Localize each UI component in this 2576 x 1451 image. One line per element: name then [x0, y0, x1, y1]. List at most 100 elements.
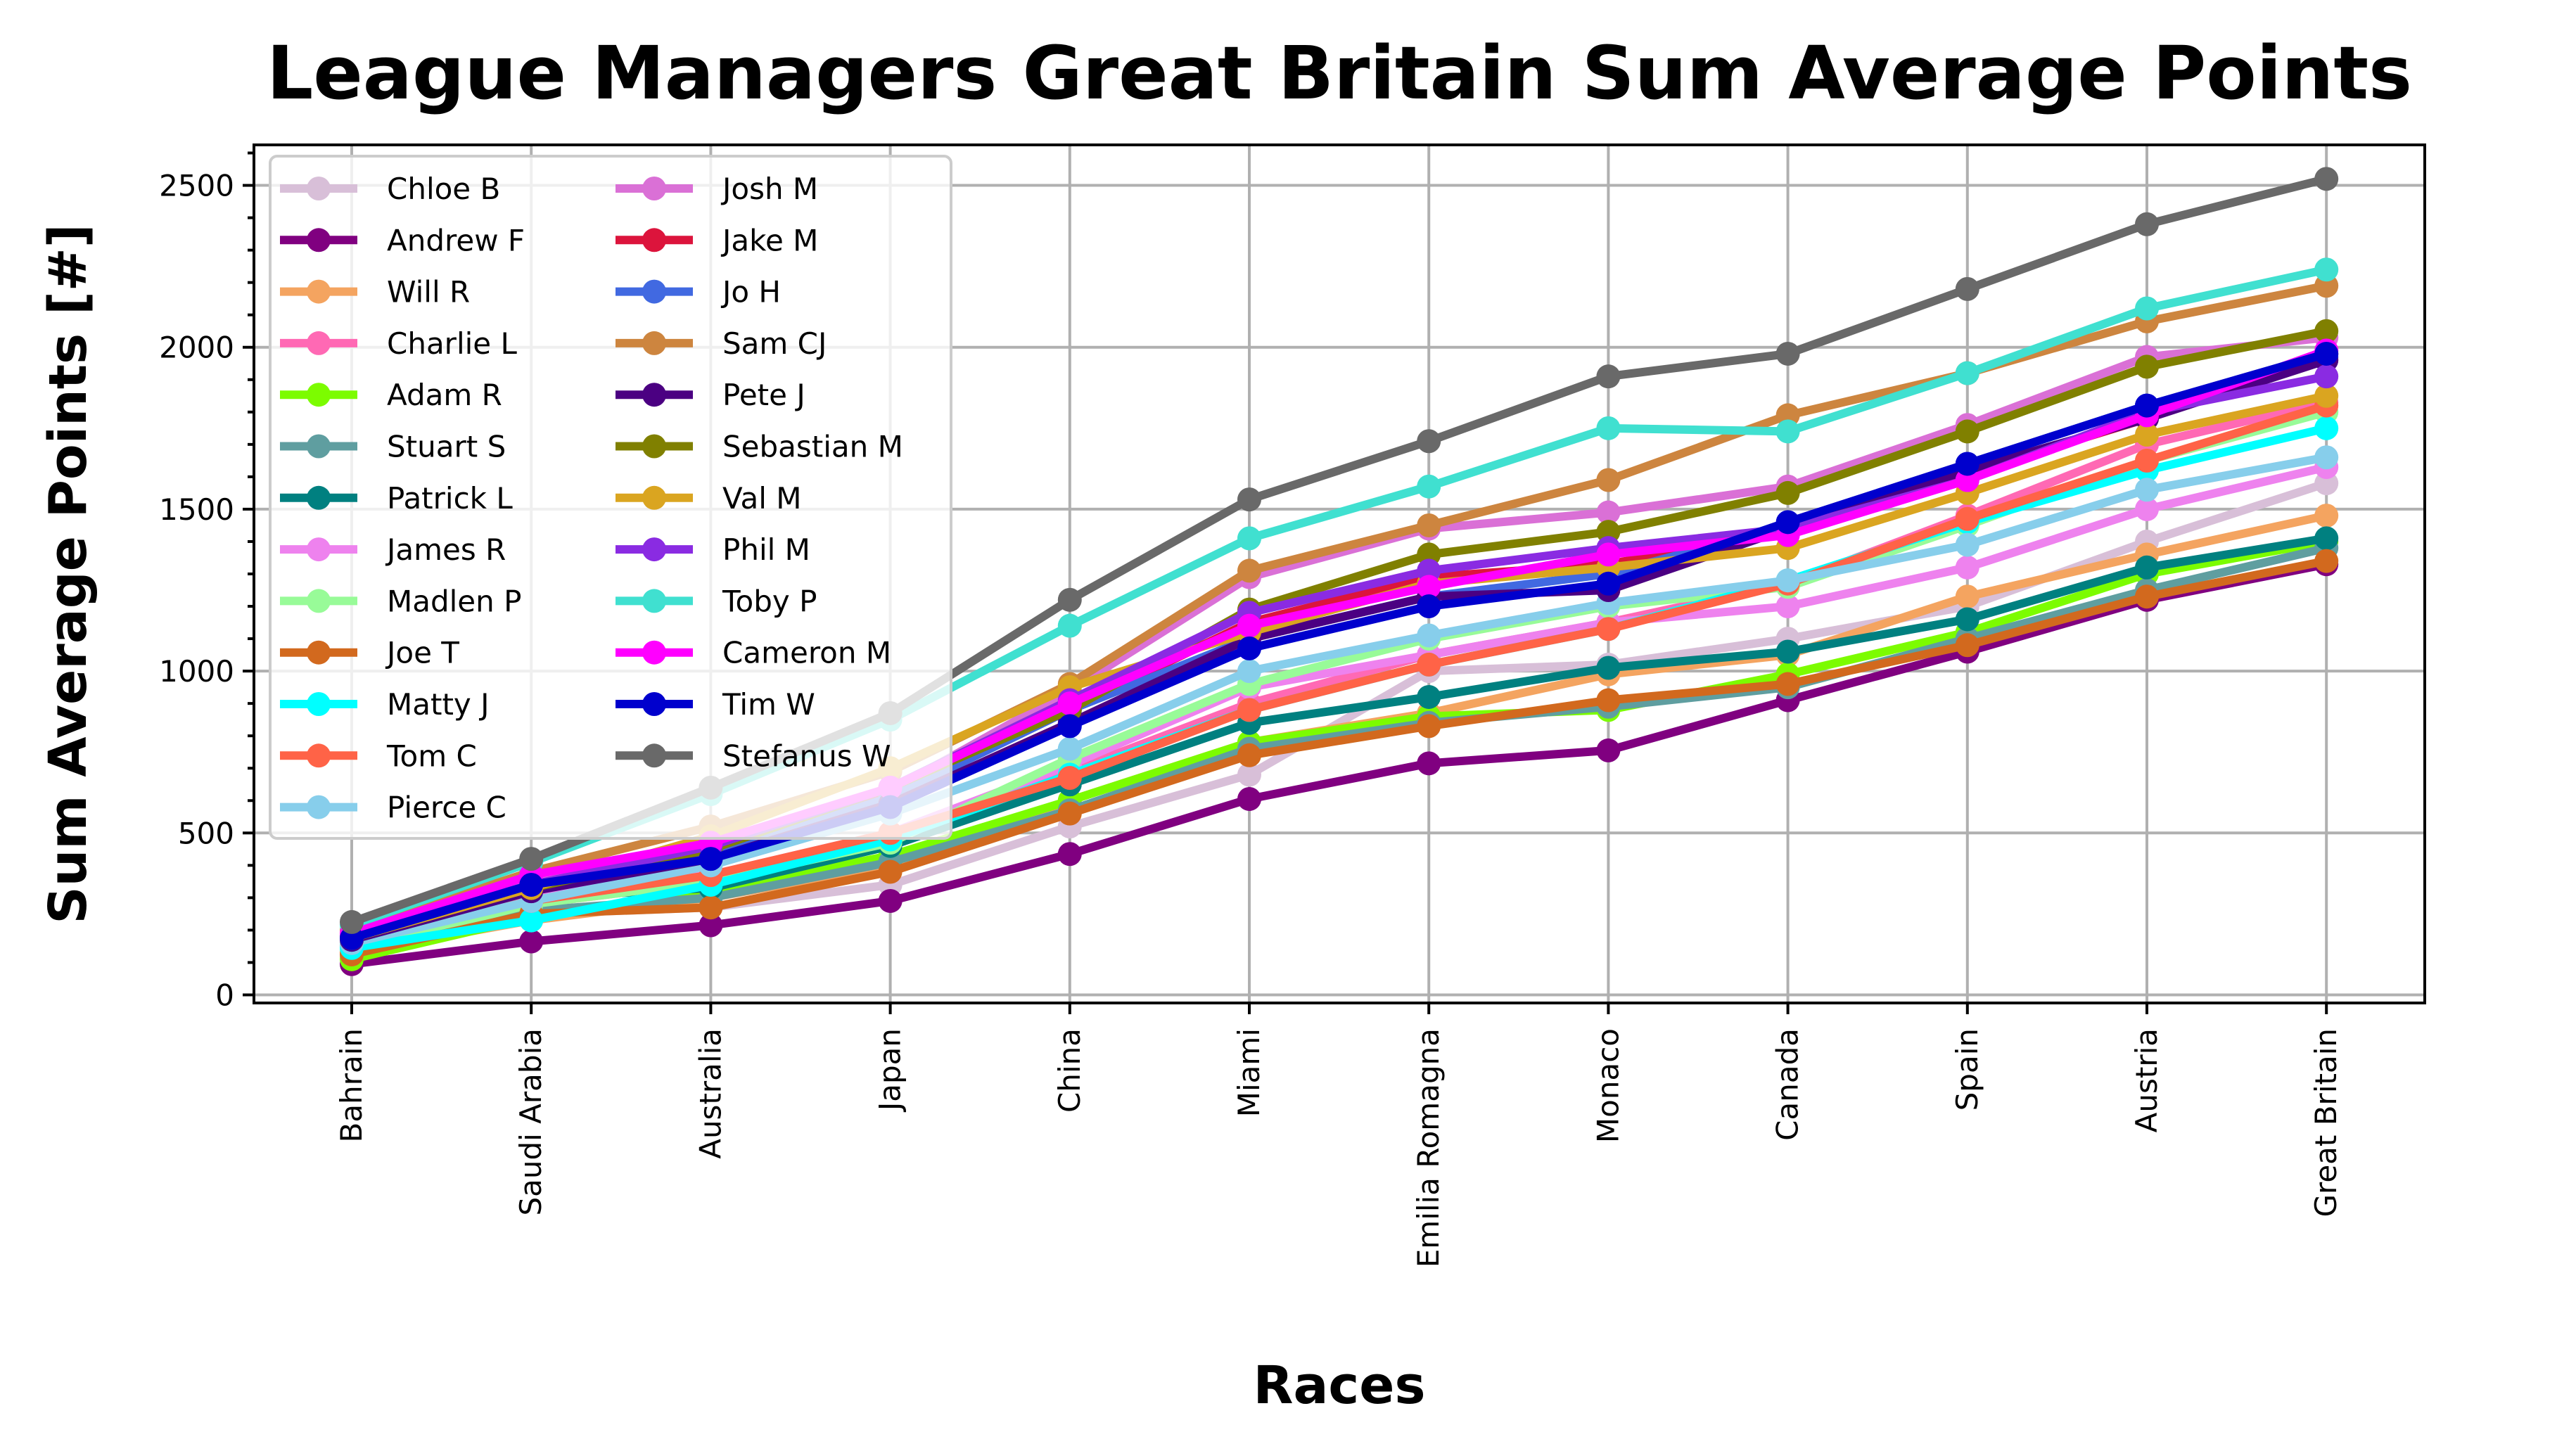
legend-label: Matty J	[387, 687, 490, 722]
x-tick-label: Great Britain	[2309, 1028, 2343, 1217]
legend-label: Stefanus W	[722, 739, 891, 773]
y-axis: 0 500 1000 1500 2000 2500	[159, 151, 254, 1012]
series-tim-w	[340, 341, 2339, 950]
data-point	[1057, 714, 1082, 739]
data-point	[1955, 607, 1979, 632]
data-point	[340, 909, 364, 934]
data-point	[1237, 659, 1261, 684]
data-point	[1057, 691, 1082, 716]
data-point	[2135, 354, 2159, 379]
legend-label: Sam CJ	[722, 326, 827, 361]
legend-item: Jake M	[616, 223, 818, 257]
data-point	[2135, 478, 2159, 502]
legend-item: Cameron M	[616, 636, 891, 670]
legend-item: Patrick L	[280, 481, 513, 516]
data-point	[1596, 571, 1621, 596]
legend-label: Josh M	[720, 172, 818, 206]
data-point	[1417, 751, 1441, 776]
data-point	[2314, 445, 2339, 470]
data-point	[1955, 452, 1979, 476]
data-point	[519, 908, 544, 933]
legend-swatch-marker	[307, 692, 331, 716]
data-point	[699, 895, 723, 920]
legend-swatch-marker	[642, 640, 666, 665]
legend-label: Will R	[387, 275, 470, 309]
y-tick-label: 2000	[159, 331, 234, 365]
data-point	[2135, 448, 2159, 473]
data-point	[2135, 555, 2159, 580]
data-point	[1955, 419, 1979, 444]
legend-swatch-marker	[307, 589, 331, 613]
legend-label: Patrick L	[387, 481, 513, 516]
legend-label: Cameron M	[722, 636, 891, 670]
data-point	[2314, 549, 2339, 573]
y-tick-label: 1000	[159, 654, 234, 689]
legend-swatch-marker	[307, 537, 331, 562]
legend-swatch-marker	[642, 279, 666, 304]
x-tick-label: Emilia Romagna	[1411, 1028, 1446, 1267]
data-point	[2135, 212, 2159, 236]
legend-swatch-marker	[642, 743, 666, 768]
legend-item: Joe T	[280, 636, 459, 670]
legend-label: Chloe B	[387, 172, 500, 206]
series-line	[350, 556, 2328, 959]
data-point	[1955, 532, 1979, 557]
data-point	[1596, 656, 1621, 680]
legend-label: Charlie L	[387, 326, 517, 361]
data-point	[1775, 510, 1800, 535]
data-point	[2314, 416, 2339, 440]
data-point	[1417, 684, 1441, 709]
data-point	[1955, 633, 1979, 658]
data-point	[1237, 698, 1261, 722]
data-point	[1417, 714, 1441, 739]
legend-label: Stuart S	[387, 430, 506, 464]
legend-label: Madlen P	[387, 584, 521, 618]
data-point	[1417, 575, 1441, 599]
data-point	[1417, 594, 1441, 619]
data-point	[2314, 341, 2339, 366]
data-point	[1596, 416, 1621, 440]
legend-item: Will R	[280, 275, 470, 309]
legend-item: Tim W	[616, 687, 815, 722]
data-point	[2314, 167, 2339, 191]
x-tick-label: Miami	[1232, 1028, 1266, 1117]
legend-swatch-marker	[642, 177, 666, 200]
data-point	[1596, 617, 1621, 641]
legend-item: Pierce C	[280, 791, 506, 825]
x-tick-label: Bahrain	[334, 1028, 369, 1142]
legend-label: Pierce C	[387, 791, 506, 825]
legend: Chloe B Andrew F Will R Charlie L Adam R Stua…	[269, 155, 952, 840]
data-point	[1775, 594, 1800, 619]
data-point	[2314, 257, 2339, 282]
data-point	[2314, 364, 2339, 389]
data-point	[1237, 558, 1261, 583]
legend-label: Adam R	[387, 378, 502, 412]
legend-label: Phil M	[722, 532, 810, 567]
x-axis-label: Races	[1253, 1355, 1425, 1416]
legend-swatch-marker	[642, 383, 666, 407]
data-point	[1057, 736, 1082, 761]
x-tick-label: Saudi Arabia	[514, 1028, 548, 1216]
legend-swatch-marker	[307, 485, 331, 510]
data-point	[2314, 383, 2339, 408]
data-point	[699, 847, 723, 871]
data-point	[1237, 526, 1261, 551]
legend-item: Tom C	[280, 739, 477, 773]
legend-item: Charlie L	[280, 326, 517, 361]
legend-item: Jo H	[616, 275, 781, 309]
data-point	[1596, 738, 1621, 762]
y-axis-label: Sum Average Points [#]	[38, 224, 98, 923]
legend-swatch-marker	[307, 383, 331, 407]
legend-label: Jo H	[720, 275, 781, 309]
x-tick-label: Japan	[873, 1028, 907, 1113]
legend-item: Chloe B	[280, 172, 500, 206]
legend-swatch-marker	[307, 795, 331, 819]
legend-item: Stefanus W	[616, 739, 891, 773]
legend-item: Matty J	[280, 687, 490, 722]
data-point	[1955, 361, 1979, 385]
legend-label: Andrew F	[387, 223, 525, 257]
data-point	[2314, 526, 2339, 551]
series-line	[350, 537, 2328, 964]
y-tick-label: 2500	[159, 169, 234, 203]
